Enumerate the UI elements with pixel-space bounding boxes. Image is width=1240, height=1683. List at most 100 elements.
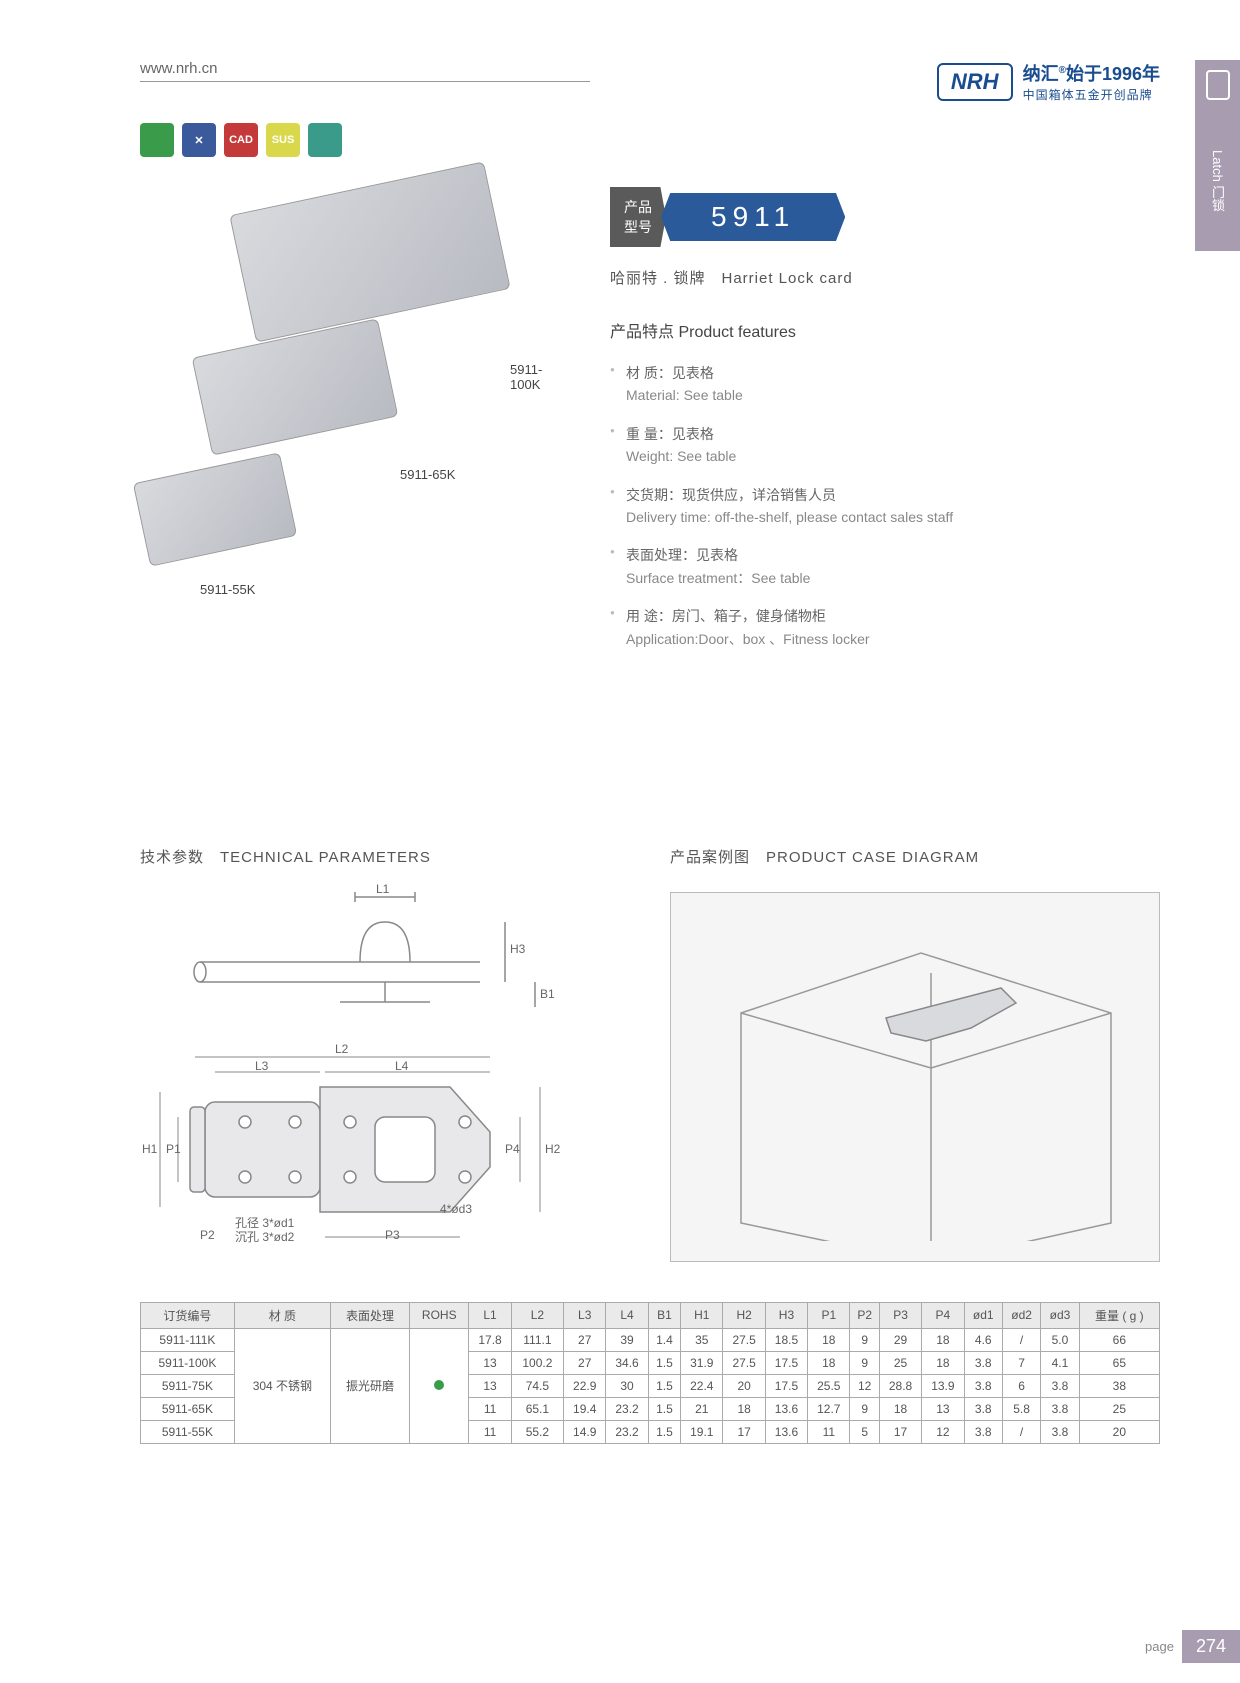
- brand-logo: NRH: [937, 63, 1013, 101]
- product-images: 5911-100K 5911-65K 5911-55K: [140, 187, 550, 597]
- spec-table: 订货编号 材 质 表面处理 ROHS L1 L2 L3 L4 B1 H1 H2 …: [140, 1302, 1160, 1444]
- td: 21: [681, 1397, 723, 1420]
- dim-p1: P1: [166, 1142, 181, 1156]
- td-rohs: [410, 1328, 469, 1443]
- td: 18: [808, 1328, 850, 1351]
- td: 34.6: [606, 1351, 648, 1374]
- td: 17.5: [765, 1374, 807, 1397]
- td: 13.9: [922, 1374, 964, 1397]
- dim-p2: P2: [200, 1228, 215, 1242]
- brand-text: 纳汇®始于1996年 中国箱体五金开创品牌: [1023, 60, 1160, 103]
- td: 3.8: [964, 1420, 1002, 1443]
- th: ød3: [1041, 1302, 1079, 1328]
- td: 3.8: [964, 1351, 1002, 1374]
- td: 9: [850, 1351, 879, 1374]
- td: 18.5: [765, 1328, 807, 1351]
- td: 22.4: [681, 1374, 723, 1397]
- td: 13.6: [765, 1420, 807, 1443]
- dim-l3: L3: [255, 1059, 268, 1073]
- dim-h2: H2: [545, 1142, 560, 1156]
- td: 3.8: [1041, 1420, 1079, 1443]
- page-number: 274: [1182, 1630, 1240, 1663]
- feature: 材 质：见表格Material: See table: [610, 362, 1160, 407]
- td: /: [1002, 1420, 1040, 1443]
- model-number: 5911: [661, 193, 845, 241]
- td: 74.5: [511, 1374, 563, 1397]
- td: 5911-100K: [141, 1351, 235, 1374]
- td: 66: [1079, 1328, 1159, 1351]
- mid-section: 技术参数 TECHNICAL PARAMETERS: [140, 846, 1160, 1262]
- td: 9: [850, 1328, 879, 1351]
- product-image-med: [192, 318, 399, 455]
- td-material: 304 不锈钢: [234, 1328, 330, 1443]
- top-section: 5911-100K 5911-65K 5911-55K 产品 型号 5911 哈…: [140, 187, 1160, 666]
- th: ød1: [964, 1302, 1002, 1328]
- tech-column: 技术参数 TECHNICAL PARAMETERS: [140, 846, 630, 1262]
- dim-hole2: 沉孔 3*ød2: [235, 1228, 294, 1245]
- th: L3: [564, 1302, 606, 1328]
- th: P3: [879, 1302, 921, 1328]
- td: 28.8: [879, 1374, 921, 1397]
- product-subtitle: 哈丽特 . 锁牌 Harriet Lock card: [610, 267, 1160, 288]
- td: 9: [850, 1397, 879, 1420]
- model-prefix: 产品 型号: [610, 187, 666, 247]
- th: L1: [469, 1302, 511, 1328]
- td: 18: [922, 1351, 964, 1374]
- product-image-small: [133, 452, 297, 566]
- td: 65.1: [511, 1397, 563, 1420]
- th: L2: [511, 1302, 563, 1328]
- product-image-large: [229, 161, 510, 342]
- td: 12.7: [808, 1397, 850, 1420]
- td: 17.8: [469, 1328, 511, 1351]
- website-url: www.nrh.cn: [140, 60, 590, 82]
- feature: 用 途：房门、箱子，健身储物柜Application:Door、box 、Fit…: [610, 605, 1160, 650]
- feature-icon: ✕: [182, 123, 216, 157]
- td: 25.5: [808, 1374, 850, 1397]
- right-column: 产品 型号 5911 哈丽特 . 锁牌 Harriet Lock card 产品…: [590, 187, 1160, 666]
- case-column: 产品案例图 PRODUCT CASE DIAGRAM: [670, 846, 1160, 1262]
- th: 材 质: [234, 1302, 330, 1328]
- brand-cn: 纳汇: [1023, 64, 1059, 84]
- table-row: 5911-111K304 不锈钢振光研磨17.8111.127391.43527…: [141, 1328, 1160, 1351]
- td: 5911-111K: [141, 1328, 235, 1351]
- feature: 重 量：见表格Weight: See table: [610, 423, 1160, 468]
- td: 5911-65K: [141, 1397, 235, 1420]
- td: 17: [723, 1420, 765, 1443]
- feature: 表面处理：见表格Surface treatment：See table: [610, 544, 1160, 589]
- feature-icon: [140, 123, 174, 157]
- td: 6: [1002, 1374, 1040, 1397]
- td: 11: [808, 1420, 850, 1443]
- td: 5.0: [1041, 1328, 1079, 1351]
- td: 3.8: [1041, 1397, 1079, 1420]
- td: 1.5: [648, 1420, 680, 1443]
- td: 25: [1079, 1397, 1159, 1420]
- td: 18: [922, 1328, 964, 1351]
- th: P2: [850, 1302, 879, 1328]
- td: 31.9: [681, 1351, 723, 1374]
- td: 17: [879, 1420, 921, 1443]
- th: 重量 ( g ): [1079, 1302, 1159, 1328]
- th: ROHS: [410, 1302, 469, 1328]
- td: 4.1: [1041, 1351, 1079, 1374]
- td: 11: [469, 1420, 511, 1443]
- th: B1: [648, 1302, 680, 1328]
- tech-svg: [140, 892, 570, 1262]
- td: 27: [564, 1328, 606, 1351]
- th: H1: [681, 1302, 723, 1328]
- td: 29: [879, 1328, 921, 1351]
- td: 18: [808, 1351, 850, 1374]
- th: P1: [808, 1302, 850, 1328]
- td: 1.5: [648, 1374, 680, 1397]
- header: www.nrh.cn NRH 纳汇®始于1996年 中国箱体五金开创品牌: [140, 60, 1160, 103]
- th: P4: [922, 1302, 964, 1328]
- td: 100.2: [511, 1351, 563, 1374]
- th: H2: [723, 1302, 765, 1328]
- page-footer: page 274: [1145, 1630, 1240, 1663]
- table-header-row: 订货编号 材 质 表面处理 ROHS L1 L2 L3 L4 B1 H1 H2 …: [141, 1302, 1160, 1328]
- td: 17.5: [765, 1351, 807, 1374]
- td: 1.5: [648, 1397, 680, 1420]
- tech-diagram: L1 H3 B1 L2 L3 L4 H1 P1 P4 H2 孔径 3*ød1 沉…: [140, 892, 630, 1262]
- th: L4: [606, 1302, 648, 1328]
- dim-b1: B1: [540, 987, 555, 1001]
- td: 23.2: [606, 1397, 648, 1420]
